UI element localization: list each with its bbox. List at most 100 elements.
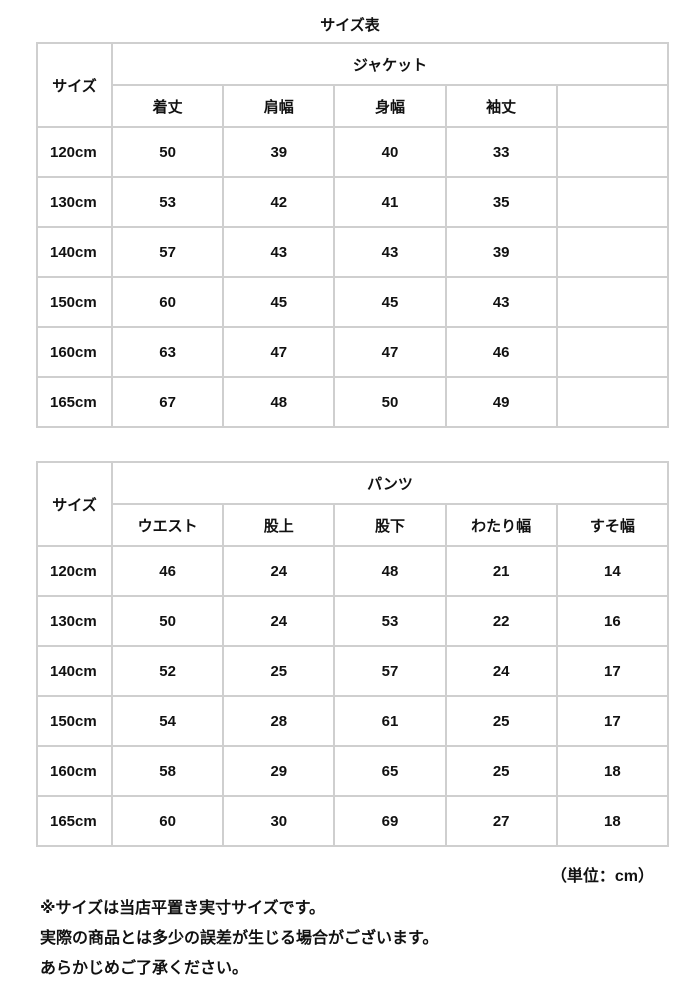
value-cell: 58 [110,745,225,797]
column-header: 股下 [333,503,447,547]
value-cell: 29 [222,745,336,797]
value-cell: 39 [222,126,336,178]
table-row: 150cm 54 28 61 25 17 [36,695,670,747]
value-cell [555,176,670,228]
size-cell: 160cm [36,745,113,797]
value-cell [555,276,670,328]
value-cell: 50 [110,595,225,647]
value-cell: 50 [110,126,225,178]
pants-size-table: サイズ パンツ ウエスト 股上 股下 わたり幅 すそ幅 120cm 46 24 48 21 14 1… [36,461,670,847]
value-cell: 27 [444,795,558,847]
size-cell: 150cm [36,695,113,747]
value-cell: 39 [444,226,558,278]
value-cell: 33 [444,126,558,178]
table-row: 120cm 50 39 40 33 [36,126,670,178]
value-cell: 63 [110,326,225,378]
value-cell: 53 [333,595,447,647]
jacket-group-header: ジャケット [111,42,669,86]
value-cell: 24 [222,545,336,597]
value-cell: 41 [333,176,447,228]
page-title: サイズ表 [320,17,380,34]
column-header: 着丈 [110,84,225,128]
value-cell: 46 [110,545,225,597]
value-cell: 48 [333,545,447,597]
value-cell: 25 [444,695,558,747]
value-cell: 43 [444,276,558,328]
value-cell: 61 [333,695,447,747]
table-row: 165cm 67 48 50 49 [36,376,670,428]
value-cell: 30 [222,795,336,847]
value-cell: 57 [333,645,447,697]
size-cell: 165cm [36,795,113,847]
value-cell: 14 [555,545,670,597]
value-cell: 18 [555,795,670,847]
value-cell: 47 [333,326,447,378]
value-cell: 22 [444,595,558,647]
value-cell: 50 [333,376,447,428]
size-cell: 140cm [36,645,113,697]
value-cell: 53 [110,176,225,228]
value-cell: 24 [444,645,558,697]
table-row: 140cm 57 43 43 39 [36,226,670,278]
size-cell: 160cm [36,326,113,378]
unit-label: （単位：cm） [550,868,654,885]
value-cell: 25 [444,745,558,797]
jacket-size-table: サイズ ジャケット 着丈 肩幅 身幅 袖丈 120cm 50 39 40 33 130cm 53 4… [36,42,670,428]
value-cell: 45 [222,276,336,328]
value-cell: 40 [333,126,447,178]
value-cell: 67 [110,376,225,428]
column-header: わたり幅 [444,503,558,547]
column-header: 股上 [222,503,336,547]
value-cell: 42 [222,176,336,228]
size-header: サイズ [36,461,113,547]
value-cell [555,326,670,378]
value-cell: 47 [222,326,336,378]
table-row: 130cm 50 24 53 22 16 [36,595,670,647]
note-line: ※サイズは当店平置き実寸サイズです。 [40,900,325,917]
column-header: すそ幅 [555,503,670,547]
notes: ※サイズは当店平置き実寸サイズです。 実際の商品とは多少の誤差が生じる場合がござ… [40,894,438,984]
value-cell: 48 [222,376,336,428]
pants-group-header: パンツ [111,461,669,505]
value-cell: 35 [444,176,558,228]
value-cell: 49 [444,376,558,428]
table-row: 130cm 53 42 41 35 [36,176,670,228]
size-cell: 165cm [36,376,113,428]
column-header: ウエスト [110,503,225,547]
table-row: 140cm 52 25 57 24 17 [36,645,670,697]
value-cell: 57 [110,226,225,278]
value-cell: 60 [110,795,225,847]
size-cell: 120cm [36,126,113,178]
value-cell [555,376,670,428]
value-cell: 43 [222,226,336,278]
size-cell: 130cm [36,176,113,228]
table-row: 120cm 46 24 48 21 14 [36,545,670,597]
value-cell: 16 [555,595,670,647]
value-cell: 69 [333,795,447,847]
value-cell [555,226,670,278]
value-cell: 52 [110,645,225,697]
value-cell: 17 [555,645,670,697]
value-cell: 25 [222,645,336,697]
value-cell: 28 [222,695,336,747]
column-header [555,84,670,128]
value-cell: 17 [555,695,670,747]
column-header: 身幅 [333,84,447,128]
value-cell: 43 [333,226,447,278]
size-cell: 140cm [36,226,113,278]
size-header: サイズ [36,42,113,128]
note-line: あらかじめご了承ください。 [40,960,249,977]
value-cell: 54 [110,695,225,747]
value-cell: 24 [222,595,336,647]
size-cell: 130cm [36,595,113,647]
value-cell: 18 [555,745,670,797]
value-cell: 21 [444,545,558,597]
value-cell: 46 [444,326,558,378]
table-row: 150cm 60 45 45 43 [36,276,670,328]
value-cell: 45 [333,276,447,328]
value-cell: 60 [110,276,225,328]
value-cell: 65 [333,745,447,797]
table-row: 160cm 58 29 65 25 18 [36,745,670,797]
size-cell: 120cm [36,545,113,597]
note-line: 実際の商品とは多少の誤差が生じる場合がございます。 [40,930,439,947]
